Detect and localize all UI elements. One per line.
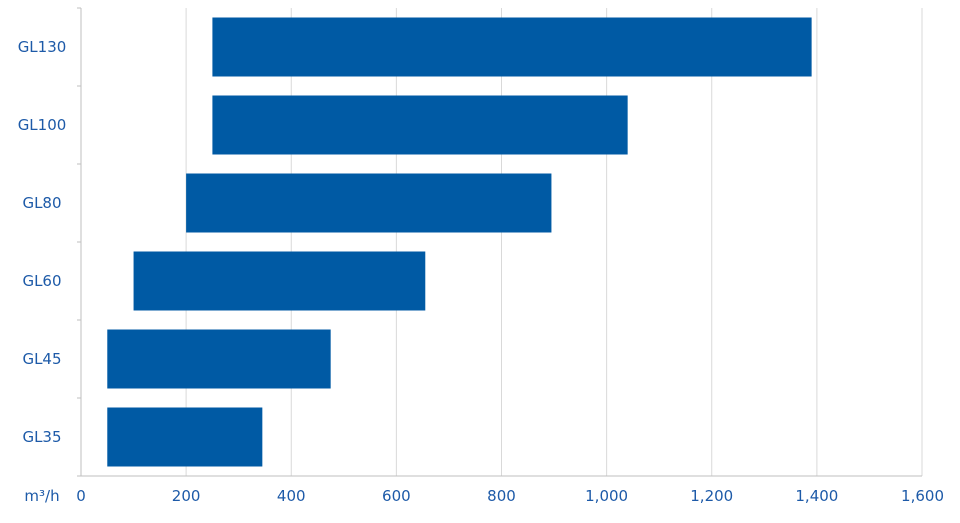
bar-gl60: [133, 251, 426, 311]
x-tick-label-1400: 1,400: [795, 487, 838, 505]
x-tick-label-400: 400: [277, 487, 306, 505]
bar-gl100: [212, 95, 628, 155]
category-label-gl130: GL130: [18, 38, 67, 56]
bar-gl35: [107, 407, 263, 467]
x-tick-label-600: 600: [382, 487, 411, 505]
x-tick-label-800: 800: [487, 487, 516, 505]
y-axis-ticks: [77, 7, 81, 477]
x-tick-label-1200: 1,200: [690, 487, 733, 505]
x-tick-label-1000: 1,000: [585, 487, 628, 505]
bars: [107, 17, 812, 467]
x-tick-label-1600: 1,600: [901, 487, 944, 505]
x-tick-labels: 0 200 400 600 800 1,000 1,200 1,400 1,600: [76, 487, 944, 505]
x-axis-unit-label: m³/h: [24, 487, 59, 505]
category-label-gl45: GL45: [22, 350, 61, 368]
bar-gl130: [212, 17, 812, 77]
category-label-gl100: GL100: [18, 116, 67, 134]
category-label-gl35: GL35: [22, 428, 61, 446]
bar-gl80: [186, 173, 552, 233]
category-labels: GL130 GL100 GL80 GL60 GL45 GL35: [18, 38, 67, 446]
bar-gl45: [107, 329, 331, 389]
category-label-gl60: GL60: [22, 272, 61, 290]
x-tick-label-200: 200: [172, 487, 201, 505]
category-label-gl80: GL80: [22, 194, 61, 212]
vertical-gridlines: [185, 8, 923, 476]
x-tick-label-0: 0: [76, 487, 86, 505]
